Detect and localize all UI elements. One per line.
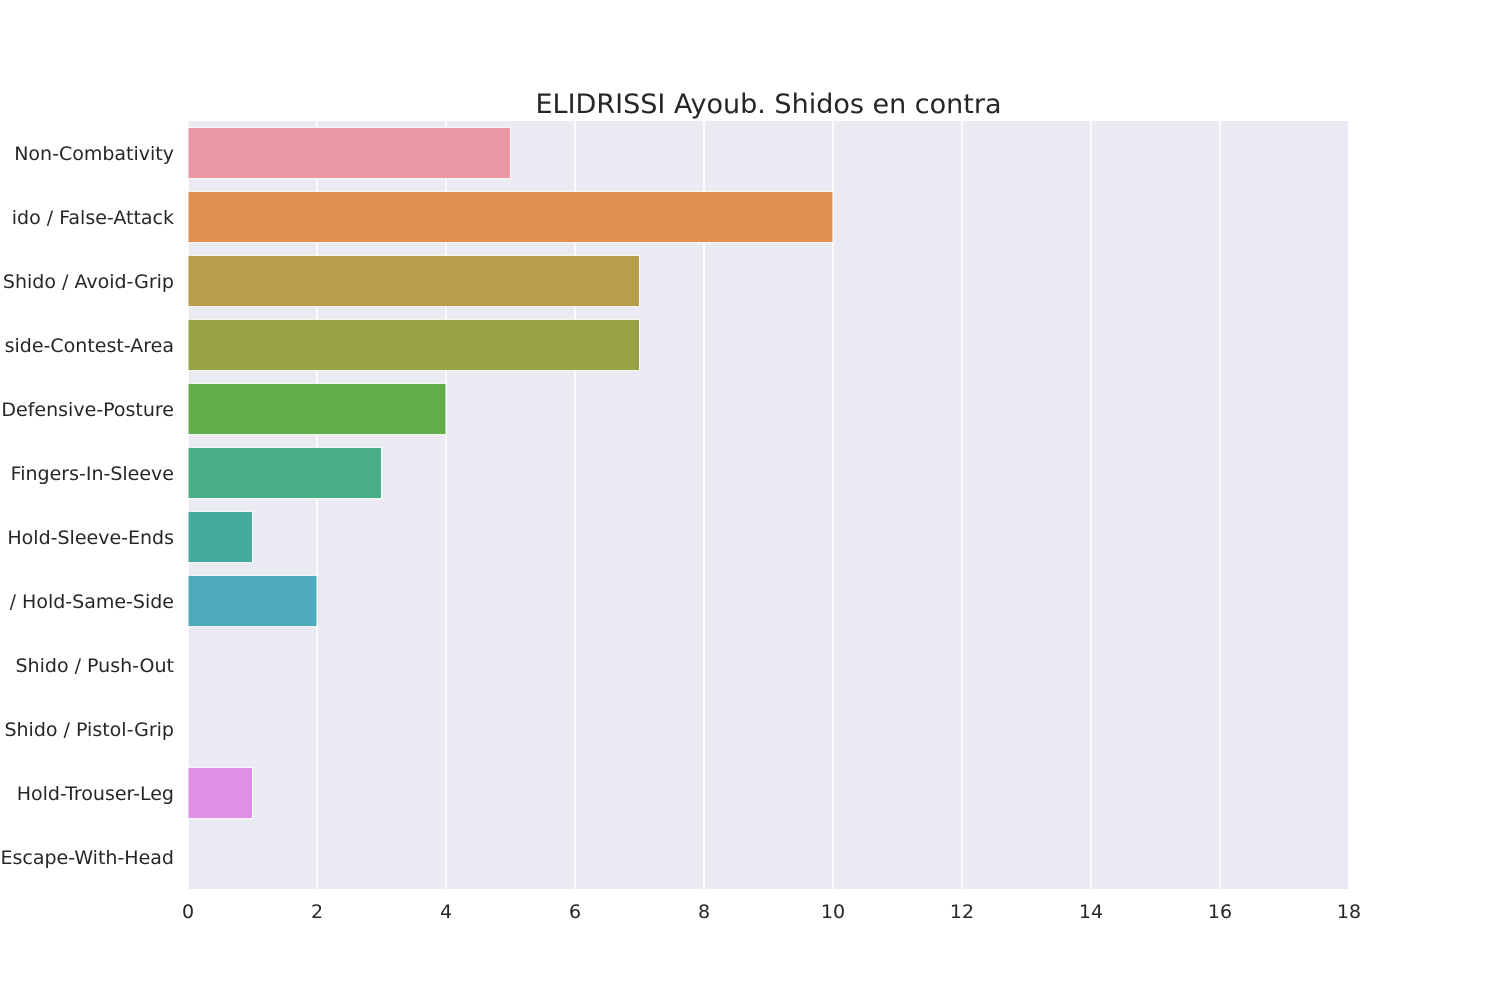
x-tick-labels: 0 2 4 6 8 10 12 14 16 18	[182, 901, 1361, 923]
y-tick-labels: Non-Combativity ido / False-Attack Shido /…	[0, 143, 174, 869]
bars	[187, 126, 834, 820]
bar	[187, 446, 382, 500]
y-tick-label: Defensive-Posture	[1, 399, 174, 421]
y-tick-label: Escape-With-Head	[0, 847, 174, 869]
y-tick-label: ido / False-Attack	[12, 207, 174, 229]
plot-area	[188, 121, 1349, 889]
x-tick-label: 2	[311, 901, 323, 923]
x-tick-label: 18	[1337, 901, 1361, 923]
bar	[187, 510, 253, 564]
x-tick-label: 4	[440, 901, 452, 923]
y-tick-label: Non-Combativity	[14, 143, 174, 165]
bar	[187, 766, 253, 820]
x-tick-label: 12	[950, 901, 974, 923]
y-tick-label: Shido / Avoid-Grip	[3, 271, 174, 293]
grid-lines	[187, 121, 1350, 889]
bar	[187, 254, 640, 308]
x-tick-label: 14	[1079, 901, 1103, 923]
bar	[187, 574, 318, 628]
y-tick-label: Fingers-In-Sleeve	[11, 463, 174, 485]
bar	[187, 190, 834, 244]
x-tick-label: 6	[569, 901, 581, 923]
y-tick-label: side-Contest-Area	[5, 335, 174, 357]
x-tick-label: 16	[1208, 901, 1232, 923]
y-tick-label: Hold-Trouser-Leg	[17, 783, 174, 805]
x-tick-label: 8	[698, 901, 710, 923]
bar	[187, 126, 511, 180]
y-tick-label: Hold-Sleeve-Ends	[7, 527, 174, 549]
y-tick-label: Shido / Push-Out	[16, 655, 175, 677]
chart-title: ELIDRISSI Ayoub. Shidos en contra	[535, 89, 1001, 120]
y-tick-label: Shido / Pistol-Grip	[4, 719, 174, 741]
x-tick-label: 10	[821, 901, 845, 923]
x-tick-label: 0	[182, 901, 194, 923]
bar	[187, 382, 447, 436]
bar	[187, 318, 640, 372]
y-tick-label: / Hold-Same-Side	[10, 591, 174, 613]
